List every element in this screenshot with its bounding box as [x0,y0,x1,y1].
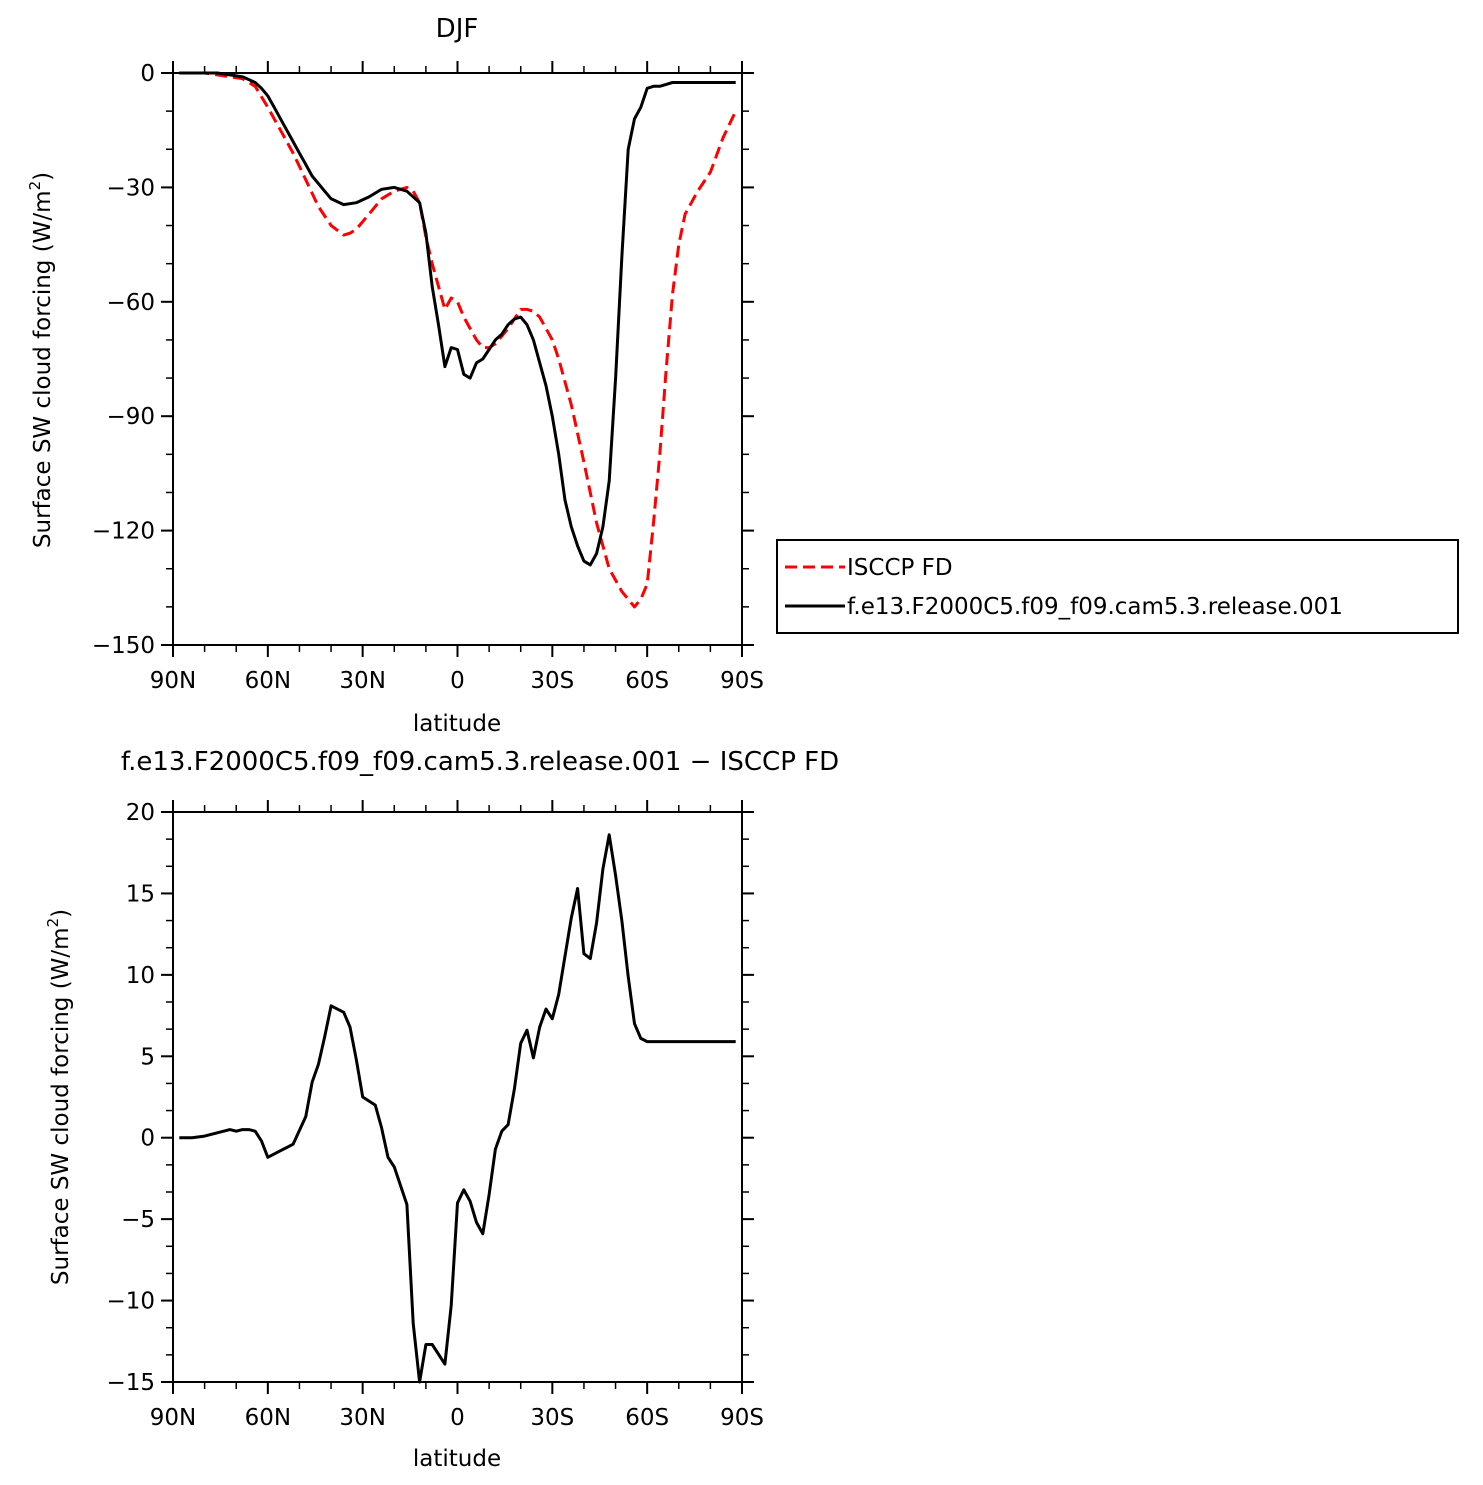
bottom-series-line-0 [179,833,736,1384]
top-series-lines [179,71,738,609]
bottom-series-lines [179,833,736,1384]
top-y-ticks: 0 −30 −60 −90 −120 −150 [92,61,754,659]
top-x-tick-label: 90S [720,668,764,694]
top-y-tick-label: −120 [92,519,155,545]
bottom-plot-frame [172,811,743,1383]
bottom-y-tick-label: 5 [140,1044,155,1070]
bottom-y-tick-label: 20 [126,800,155,826]
legend-box [776,539,1459,634]
top-x-tick-label: 90N [150,668,196,694]
top-x-tick-label: 30N [339,668,385,694]
top-x-axis-label: latitude [413,711,501,737]
bottom-chart: f.e13.F2000C5.f09_f09.cam5.3.release.001… [44,747,839,1472]
top-y-axis-label-sup: 2 [26,181,44,191]
bottom-x-axis-label: latitude [413,1446,501,1472]
bottom-x-tick-label: 90S [720,1405,764,1431]
top-x-ticks: 90N 60N 30N 0 30S 60S 90S [150,61,764,694]
top-series-line-1 [179,71,736,567]
bottom-y-axis-label: Surface SW cloud forcing (W/m2) [44,909,74,1285]
top-y-tick-label: −150 [92,633,155,659]
bottom-x-ticks: 90N 60N 30N 0 30S 60S 90S [150,800,764,1431]
legend: ISCCP FD f.e13.F2000C5.f09_f09.cam5.3.re… [776,539,1459,634]
bottom-y-tick-label: −10 [106,1289,155,1315]
top-series-line-0 [179,71,738,609]
top-y-tick-label: 0 [140,61,155,87]
top-y-axis-label-close: ) [30,172,56,181]
top-chart: DJF 0−30−60−90−120−150 90N 60N 30N 0 30S 60S 9… [26,14,1459,737]
bottom-chart-title: f.e13.F2000C5.f09_f09.cam5.3.release.001… [121,747,839,777]
top-y-tick-label: −30 [106,175,155,201]
top-x-tick-label: 60N [245,668,291,694]
bottom-y-axis-label-close: ) [48,909,74,918]
bottom-x-tick-label: 60N [245,1405,291,1431]
top-y-axis-label-main: Surface SW cloud forcing (W/m [30,190,56,548]
legend-label-model: f.e13.F2000C5.f09_f09.cam5.3.release.001 [847,594,1343,620]
bottom-y-tick-label: 15 [126,881,155,907]
bottom-x-tick-label: 0 [450,1405,465,1431]
top-chart-title: DJF [436,14,479,44]
bottom-y-tick-label: 0 [140,1126,155,1152]
top-y-tick-label: −90 [106,404,155,430]
bottom-x-tick-label: 30S [530,1405,574,1431]
bottom-x-tick-label: 30N [339,1405,385,1431]
bottom-y-axis-label-main: Surface SW cloud forcing (W/m [48,927,74,1285]
bottom-y-tick-label: −15 [106,1370,155,1396]
bottom-x-tick-label: 60S [625,1405,669,1431]
top-x-tick-label: 0 [450,668,465,694]
top-x-tick-label: 30S [530,668,574,694]
bottom-x-tick-label: 90N [150,1405,196,1431]
bottom-y-ticks: 20 15 10 5 0 −5 −10 −15 [106,800,754,1396]
bottom-y-tick-label: −5 [121,1207,155,1233]
top-y-tick-label: −60 [106,290,155,316]
top-plot-frame [172,72,743,646]
legend-label-isccp: ISCCP FD [847,555,953,581]
top-y-axis-label: Surface SW cloud forcing (W/m2) [26,172,56,548]
bottom-y-tick-label: 10 [126,963,155,989]
top-x-tick-label: 60S [625,668,669,694]
bottom-y-axis-label-sup: 2 [44,918,62,928]
